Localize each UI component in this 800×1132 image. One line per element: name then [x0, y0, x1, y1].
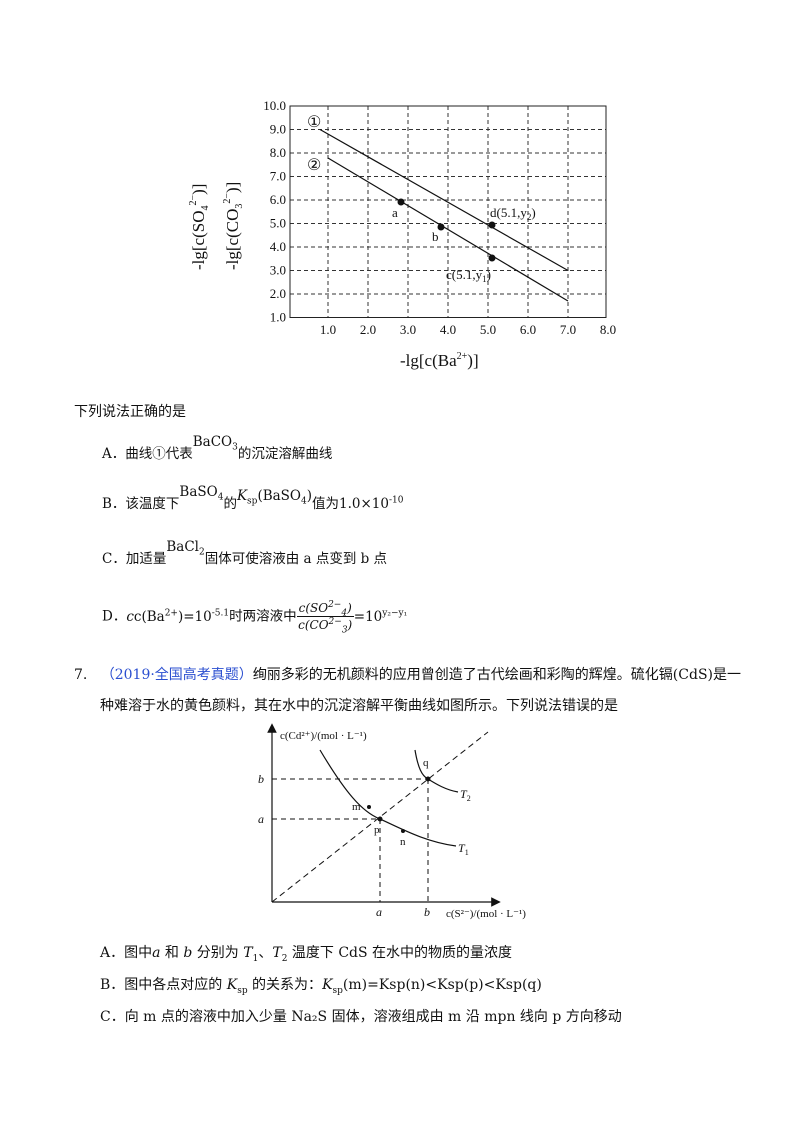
point-n-dot	[401, 829, 405, 833]
x-tick: 5.0	[480, 322, 496, 337]
y-tick: 10.0	[263, 98, 286, 113]
x-value-a: a	[376, 905, 382, 919]
y-tick: 5.0	[270, 216, 286, 231]
point-p-dot	[377, 816, 383, 822]
point-c-label: c(5.1,y1)	[446, 267, 491, 284]
curve-1	[319, 128, 569, 272]
x-tick: 4.0	[440, 322, 456, 337]
y-tick: 4.0	[270, 239, 286, 254]
curve-1-marker: ①	[307, 114, 321, 131]
curve-T1	[319, 749, 457, 847]
point-p-label: p	[374, 824, 380, 836]
point-c-dot	[488, 254, 496, 262]
x-tick: 8.0	[600, 322, 616, 337]
q7-stem-line-1: 7. （2019·全国高考真题）绚丽多彩的无机颜料的应用曾创造了古代绘画和彩陶的…	[74, 667, 741, 683]
q7-option-b: B．图中各点对应的 Ksp 的关系为：Ksp(m)=Ksp(n)<Ksp(p)<…	[100, 977, 542, 996]
q6-option-c: C．加适量BaCl2固体可使溶液由 a 点变到 b 点	[102, 539, 388, 567]
y-tick: 7.0	[270, 169, 286, 184]
x-tick: 6.0	[520, 322, 536, 337]
point-b-dot	[437, 223, 445, 231]
y-axis-label-co3: -lg[c(CO32−)]	[222, 182, 245, 270]
y-value-b: b	[258, 772, 264, 786]
x-tick: 7.0	[560, 322, 576, 337]
point-n-label: n	[400, 836, 406, 848]
point-b-label: b	[432, 229, 439, 244]
x-tick: 3.0	[400, 322, 416, 337]
ksp-chart-1: 10.0 9.0 8.0 7.0 6.0 5.0 4.0 3.0 2.0 1.0…	[188, 98, 616, 370]
x-tick: 2.0	[360, 322, 376, 337]
y-tick: 2.0	[270, 286, 286, 301]
y-tick: 3.0	[270, 263, 286, 278]
q6-option-a: A．曲线①代表BaCO3的沉淀溶解曲线	[102, 434, 333, 462]
x-tick: 1.0	[320, 322, 336, 337]
q7-source: （2019·全国高考真题）	[100, 667, 253, 683]
y-tick: 1.0	[270, 310, 286, 325]
ratio-fraction: c(SO2−4) c(CO2−3)	[296, 600, 354, 636]
curve-T2	[414, 749, 459, 793]
point-d-label: d(5.1,y2)	[490, 205, 536, 222]
x-axis-label: -lg[c(Ba2+)]	[400, 351, 479, 370]
y-axis-label: c(Cd²⁺)/(mol · L⁻¹)	[280, 730, 367, 742]
q7-stem-line-2: 种难溶于水的黄色颜料，其在水中的沉淀溶解平衡曲线如图所示。下列说法错误的是	[100, 698, 618, 714]
y-value-a: a	[258, 812, 264, 826]
q7-option-c: C．向 m 点的溶液中加入少量 Na₂S 固体，溶液组成由 m 沿 mpn 线向…	[100, 1009, 622, 1025]
point-m-label: m	[352, 801, 361, 813]
q6-option-d: D．cc(Ba2+)=10-5.1时两溶液中 c(SO2−4) c(CO2−3) =1…	[102, 600, 408, 636]
curve-T1-label: T1	[458, 841, 469, 857]
point-d-dot	[488, 221, 496, 229]
curve-2	[327, 157, 569, 302]
y-tick: 6.0	[270, 192, 286, 207]
y-axis-label-so4: -lg[c(SO42−)]	[188, 184, 211, 270]
y-tick: 9.0	[270, 122, 286, 137]
diagonal-line	[271, 731, 489, 903]
point-a-dot	[397, 198, 405, 206]
curve-T2-label: T2	[460, 787, 471, 803]
point-q-label: q	[423, 757, 429, 769]
ksp-chart-2: c(Cd²⁺)/(mol · L⁻¹) c(S²⁻)/(mol · L⁻¹) q…	[258, 723, 526, 920]
point-q-dot	[425, 776, 431, 782]
q6-option-b: B．该温度下BaSO4的Ksp(BaSO4)值为1.0×10-10	[102, 484, 404, 512]
y-tick: 8.0	[270, 145, 286, 160]
curve-2-marker: ②	[307, 157, 321, 174]
point-m-dot	[367, 805, 371, 809]
x-axis-label: c(S²⁻)/(mol · L⁻¹)	[446, 908, 526, 920]
q7-option-a: A．图中a 和 b 分别为 T1、T2 温度下 CdS 在水中的物质的量浓度	[100, 945, 513, 964]
point-a-label: a	[392, 205, 398, 220]
x-value-b: b	[424, 905, 430, 919]
q6-stem: 下列说法正确的是	[74, 404, 186, 420]
